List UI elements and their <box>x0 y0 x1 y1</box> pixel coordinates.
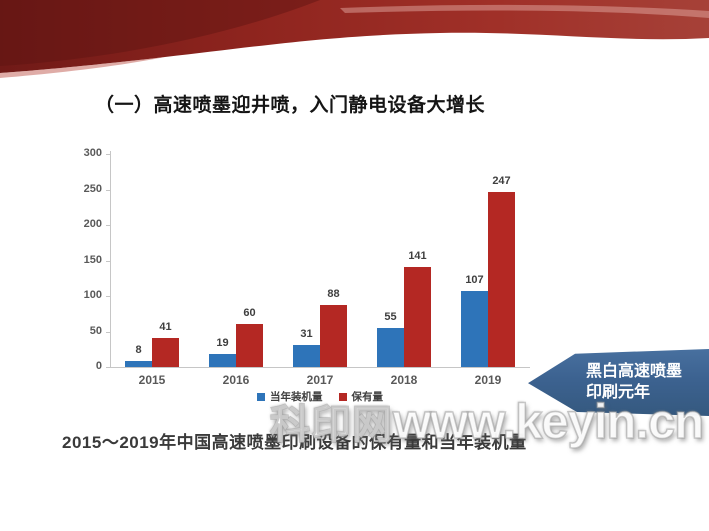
legend-label: 当年装机量 <box>270 391 323 403</box>
bar-value-label: 31 <box>300 327 313 340</box>
x-axis-line <box>110 367 530 368</box>
watermark: 科印网www.keyin.cn <box>269 392 705 450</box>
y-axis-tick-label: 100 <box>83 289 102 301</box>
bar-value-label: 247 <box>492 174 511 187</box>
x-axis-tick-label: 2015 <box>138 373 166 387</box>
watermark-latin: www.keyin.cn <box>392 394 705 450</box>
callout-text-line2: 印刷元年 <box>586 383 651 401</box>
callout-text-line1: 黑白高速喷墨 <box>586 362 683 380</box>
y-axis-tick-label: 200 <box>83 218 102 230</box>
chart-caption: 2015～2019年中国高速喷墨印刷设备的保有量和当年装机量 <box>62 433 527 452</box>
slide-title: （一）高速喷墨迎井喷，入门静电设备大增长 <box>95 95 486 116</box>
y-tick-mark <box>106 154 110 155</box>
x-axis-tick-label: 2017 <box>306 373 334 387</box>
bar-value-label: 107 <box>465 274 484 287</box>
bar-value-label: 19 <box>216 336 229 349</box>
x-axis-tick-label: 2018 <box>390 373 418 387</box>
bar-2016-red <box>236 324 263 367</box>
bar-2016-blue <box>209 353 236 367</box>
watermark-cjk: 科印网 <box>269 402 393 448</box>
bar-2015-blue <box>125 361 152 367</box>
bar-2015-red <box>152 337 179 367</box>
y-axis-tick-label: 150 <box>83 253 102 266</box>
y-tick-mark <box>106 296 110 297</box>
y-tick-mark <box>106 189 110 191</box>
bar-2019-red <box>488 191 515 367</box>
legend-item: 当年装机量 <box>257 389 323 404</box>
bar-value-label: 88 <box>327 287 340 300</box>
y-tick-mark <box>106 225 110 226</box>
x-axis-tick-label: 2016 <box>222 373 250 387</box>
bar-value-label: 55 <box>384 310 397 323</box>
legend-item: 保有量 <box>338 389 384 404</box>
bar-2018-red <box>404 266 431 367</box>
bar-value-label: 41 <box>159 320 172 333</box>
bar-2019-blue <box>461 291 488 367</box>
y-axis-tick-label: 250 <box>83 182 102 195</box>
y-tick-mark <box>106 260 110 262</box>
bar-2017-blue <box>293 344 320 367</box>
legend-swatch <box>257 392 265 401</box>
bar-2017-red <box>320 304 347 367</box>
y-axis-tick-label: 300 <box>83 147 102 159</box>
x-axis-tick-label: 2019 <box>474 373 502 387</box>
ribbon-graphic <box>0 0 709 78</box>
y-axis-tick-label: 50 <box>89 324 102 337</box>
chart-legend: 当年装机量 保有量 <box>110 389 530 404</box>
bar-value-label: 60 <box>243 307 256 320</box>
y-axis-tick-label: 0 <box>95 360 102 372</box>
y-axis-line <box>110 151 111 368</box>
y-tick-mark <box>106 367 110 368</box>
legend-swatch <box>338 392 347 401</box>
bar-value-label: 141 <box>408 249 427 262</box>
bar-2018-blue <box>377 327 404 367</box>
bar-value-label: 8 <box>135 344 142 357</box>
legend-label: 保有量 <box>351 391 384 403</box>
top-red-ribbon <box>0 0 709 85</box>
y-tick-mark <box>106 331 110 333</box>
